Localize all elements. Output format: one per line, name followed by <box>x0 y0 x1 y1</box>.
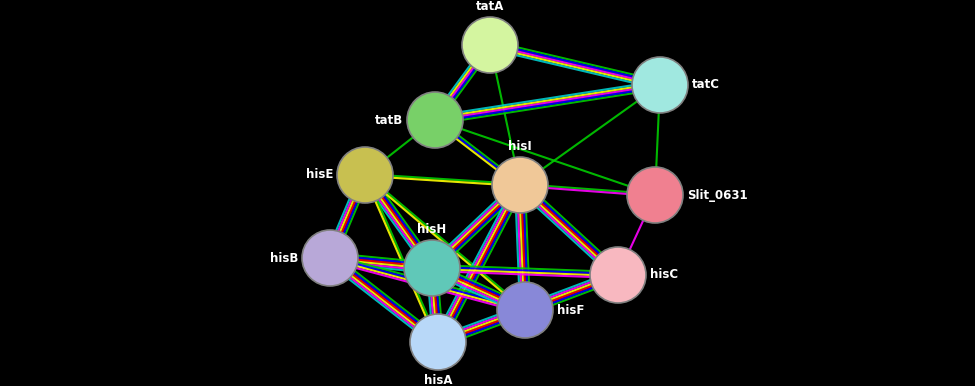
Text: hisB: hisB <box>270 252 298 264</box>
Circle shape <box>492 157 548 213</box>
Circle shape <box>302 230 358 286</box>
Text: tatC: tatC <box>692 78 720 91</box>
Circle shape <box>590 247 646 303</box>
Circle shape <box>462 17 518 73</box>
Text: hisC: hisC <box>650 269 679 281</box>
Text: Slit_0631: Slit_0631 <box>687 188 748 201</box>
Circle shape <box>410 314 466 370</box>
Circle shape <box>632 57 688 113</box>
Circle shape <box>407 92 463 148</box>
Text: hisA: hisA <box>424 374 452 386</box>
Text: tatA: tatA <box>476 0 504 13</box>
Text: hisI: hisI <box>508 140 532 153</box>
Text: hisH: hisH <box>417 223 447 236</box>
Text: tatB: tatB <box>374 113 403 127</box>
Circle shape <box>404 240 460 296</box>
Text: hisF: hisF <box>557 303 584 317</box>
Circle shape <box>627 167 683 223</box>
Text: hisE: hisE <box>305 169 333 181</box>
Circle shape <box>337 147 393 203</box>
Circle shape <box>497 282 553 338</box>
